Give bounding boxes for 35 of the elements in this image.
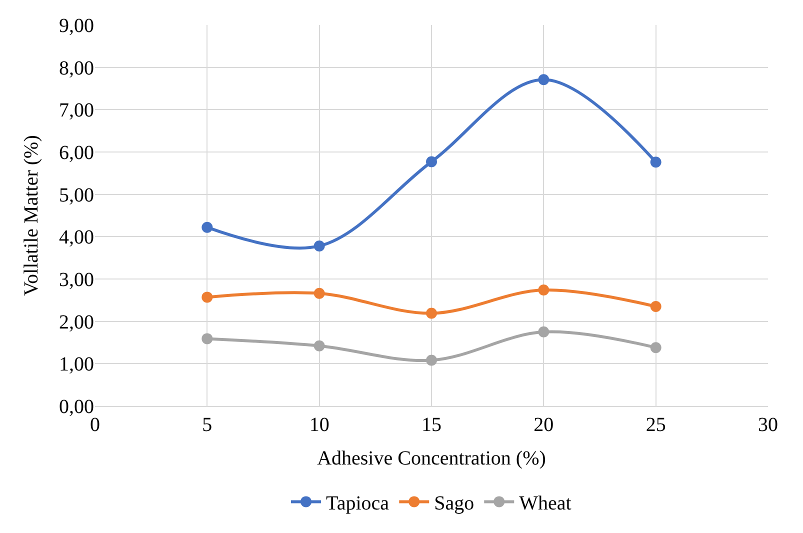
legend-label: Tapioca (326, 492, 390, 514)
point (426, 354, 437, 366)
point (314, 288, 325, 299)
point (202, 292, 213, 303)
point (538, 74, 550, 86)
x-tick-label: 10 (309, 414, 330, 436)
y-tick-label: 6,00 (59, 142, 94, 164)
point (314, 340, 325, 352)
point (426, 308, 437, 319)
point (202, 222, 213, 233)
point (650, 301, 662, 312)
y-tick-label: 1,00 (59, 354, 94, 376)
x-axis-title: Adhesive Concentration (%) (317, 448, 546, 470)
y-tick-label: 8,00 (59, 57, 94, 80)
point (426, 156, 437, 168)
y-tick-label: 5,00 (59, 184, 94, 206)
y-tick-label: 9,00 (59, 15, 94, 37)
point (650, 156, 662, 168)
legend-label: Sago (434, 492, 474, 514)
legend-label: Wheat (519, 492, 572, 514)
x-tick-label: 25 (646, 414, 666, 436)
x-tick-label: 20 (534, 414, 554, 436)
x-tick-label: 30 (758, 414, 778, 436)
point (650, 342, 662, 354)
y-tick-label: 2,00 (59, 311, 94, 334)
y-axis-title: Vollatile Matter (%) (20, 135, 42, 296)
y-tick-label: 7,00 (59, 100, 94, 122)
y-tick-label: 4,00 (59, 226, 94, 249)
point (202, 333, 213, 344)
x-tick-label: 15 (422, 414, 442, 436)
y-tick-label: 3,00 (59, 269, 94, 291)
point (538, 326, 550, 338)
x-tick-label: 5 (202, 414, 212, 436)
point (538, 284, 550, 296)
point (314, 240, 325, 252)
